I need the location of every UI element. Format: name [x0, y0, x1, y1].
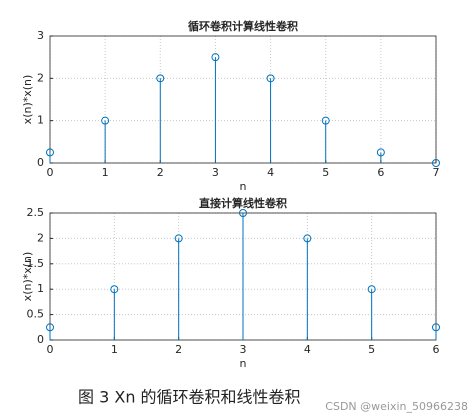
- chart-title: 直接计算线性卷积: [199, 196, 287, 210]
- plot-frame: [49, 35, 437, 164]
- y-tick-label: 0: [37, 156, 44, 169]
- y-tick-label: 2: [37, 231, 44, 244]
- watermark: CSDN @weixin_50966238: [325, 400, 468, 413]
- stem-marker: [367, 285, 376, 294]
- x-tick-label: 4: [267, 166, 274, 179]
- x-tick-label: 3: [240, 343, 247, 356]
- y-tick-label: 1: [37, 282, 44, 295]
- y-axis-label: x(n)*x(n): [21, 252, 34, 302]
- x-tick-label: 0: [47, 166, 54, 179]
- x-tick-label: 0: [47, 343, 54, 356]
- caption: 图 3 Xn 的循环卷积和线性卷积: [78, 388, 301, 407]
- y-tick-label: 3: [37, 29, 44, 42]
- stem-marker: [432, 159, 440, 167]
- x-tick-label: 7: [433, 166, 440, 179]
- x-tick-label: 6: [433, 343, 440, 356]
- x-tick-label: 1: [111, 343, 118, 356]
- y-tick-label: 0: [37, 333, 44, 346]
- stem-marker: [321, 116, 330, 125]
- x-axis-label: n: [240, 357, 247, 370]
- y-tick-label: 0.5: [27, 308, 45, 321]
- x-axis-label: n: [240, 180, 247, 193]
- stem-marker: [211, 53, 220, 62]
- x-tick-label: 4: [304, 343, 311, 356]
- stem-marker: [266, 74, 275, 83]
- y-tick-label: 1: [37, 114, 44, 127]
- x-tick-label: 5: [368, 343, 375, 356]
- y-tick-label: 2.5: [27, 206, 45, 219]
- stem-marker: [110, 285, 119, 294]
- chart-title: 循环卷积计算线性卷积: [188, 19, 298, 33]
- x-tick-label: 2: [157, 166, 164, 179]
- x-tick-label: 3: [212, 166, 219, 179]
- x-tick-label: 2: [175, 343, 182, 356]
- stem-marker: [239, 209, 247, 217]
- y-axis-label: x(n)*x(n): [21, 75, 34, 125]
- stem-marker: [376, 148, 385, 157]
- x-tick-label: 1: [102, 166, 109, 179]
- stem-marker: [101, 116, 110, 125]
- stem-marker: [46, 148, 54, 157]
- x-tick-label: 5: [322, 166, 329, 179]
- stem-marker: [156, 74, 165, 83]
- stem-marker: [432, 323, 440, 332]
- x-tick-label: 6: [377, 166, 384, 179]
- stem-marker: [46, 323, 54, 332]
- y-tick-label: 1.5: [27, 257, 45, 270]
- stem-marker: [303, 234, 312, 243]
- stem-marker: [174, 234, 183, 243]
- y-tick-label: 2: [37, 71, 44, 84]
